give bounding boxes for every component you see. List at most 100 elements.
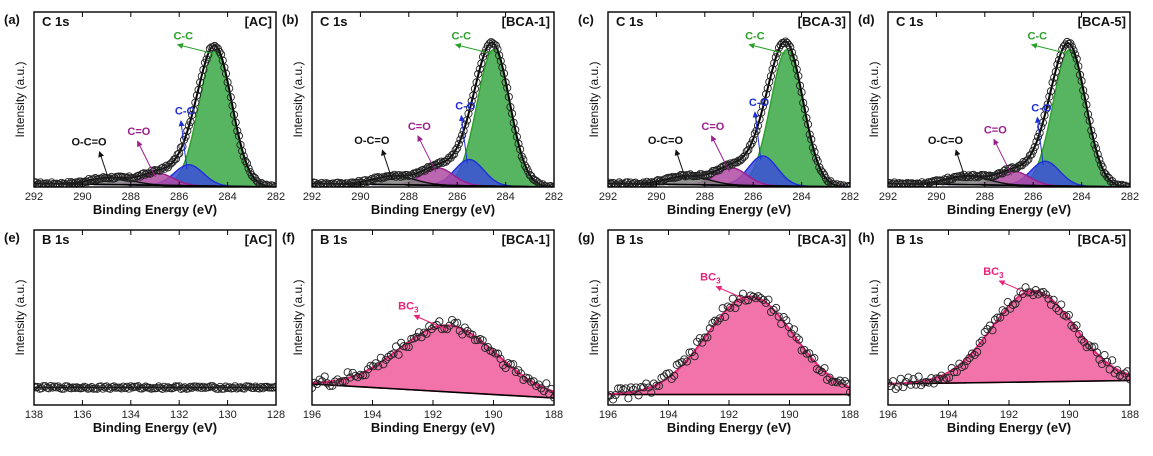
data-point [503,83,512,92]
peak-label: C-C [1028,31,1048,43]
data-point [721,161,730,170]
data-point [55,180,64,187]
sample-label: [AC] [245,14,272,29]
data-point [993,313,1002,322]
data-point [435,159,444,168]
data-point [789,53,798,62]
data-point [244,164,253,173]
data-point [843,379,850,389]
panel-e: 138 136 134 132 130 128 Binding Energy (eV) Int… [4,229,285,435]
data-point [157,164,166,173]
data-point [241,156,250,165]
peak-label: C-C [452,31,472,43]
x-tick-label: 282 [545,191,563,203]
data-point [204,50,213,59]
data-point [453,144,462,153]
data-point [985,321,994,330]
data-point [467,96,476,105]
data-point [233,126,242,135]
data-point [1011,299,1020,308]
baseline-line [312,383,554,399]
x-tick-label: 196 [599,409,617,421]
data-point [217,50,226,59]
data-point [634,391,643,400]
data-point [608,391,615,400]
data-point [1030,142,1039,152]
data-point [988,326,997,335]
data-point [791,59,800,68]
data-point [698,338,707,347]
x-tick-label: 292 [879,191,897,203]
y-axis-label: Intensity (a.u.) [13,61,27,137]
data-point [733,298,742,307]
data-point [787,329,796,338]
data-point [1114,180,1123,187]
data-point [267,181,276,187]
data-point [1027,150,1036,159]
data-point [1123,367,1130,376]
data-point [769,305,778,314]
data-point [547,384,554,393]
data-point [844,182,850,187]
data-point [983,172,993,181]
data-point [779,39,788,48]
data-point [741,296,750,305]
data-point [493,45,502,54]
data-point [684,171,693,180]
y-axis-label: Intensity (a.u.) [867,279,881,355]
data-point [653,175,663,185]
x-axis-label: Binding Energy (eV) [947,202,1071,217]
x-axis-label: Binding Energy (eV) [667,202,791,217]
data-point [178,384,187,393]
data-point [680,355,689,364]
data-point [209,43,218,52]
panel-title: B 1s [42,232,69,247]
data-point [1039,287,1048,296]
peak-label: C-C [174,31,194,43]
x-tick-label: 284 [218,191,236,203]
data-point [771,53,780,62]
y-axis-label: Intensity (a.u.) [587,279,601,355]
data-point [802,349,811,358]
data-point [608,179,616,187]
data-point [609,395,618,404]
data-point [175,382,184,391]
data-point [665,369,674,378]
panel-label: (f) [282,230,295,245]
x-tick-label: 194 [363,409,381,421]
data-point [634,179,643,187]
data-point [786,43,795,52]
data-point [770,59,779,68]
data-point [49,179,58,187]
data-point [805,349,814,358]
data-point [679,171,688,180]
data-point [63,178,72,187]
data-point [655,177,664,186]
data-point [475,65,484,74]
data-point [744,145,753,154]
data-point [221,382,230,391]
data-point [1064,310,1073,320]
data-point [1080,92,1089,101]
panel-label: (b) [282,12,299,27]
data-point [316,180,325,187]
x-tick-label: 286 [1024,191,1042,203]
data-point [980,327,989,337]
peak-arrow [417,135,437,173]
data-point [506,360,515,369]
panel-title: B 1s [616,232,643,247]
data-point [461,120,470,129]
sample-label: [AC] [245,232,272,247]
data-point [361,176,370,185]
data-point [639,178,648,187]
data-point [924,378,933,387]
data-point [392,342,401,351]
data-point [46,180,55,187]
data-point [626,383,635,392]
data-point [927,374,936,383]
data-point [708,318,717,328]
data-point [453,318,462,327]
data-point [621,384,630,393]
